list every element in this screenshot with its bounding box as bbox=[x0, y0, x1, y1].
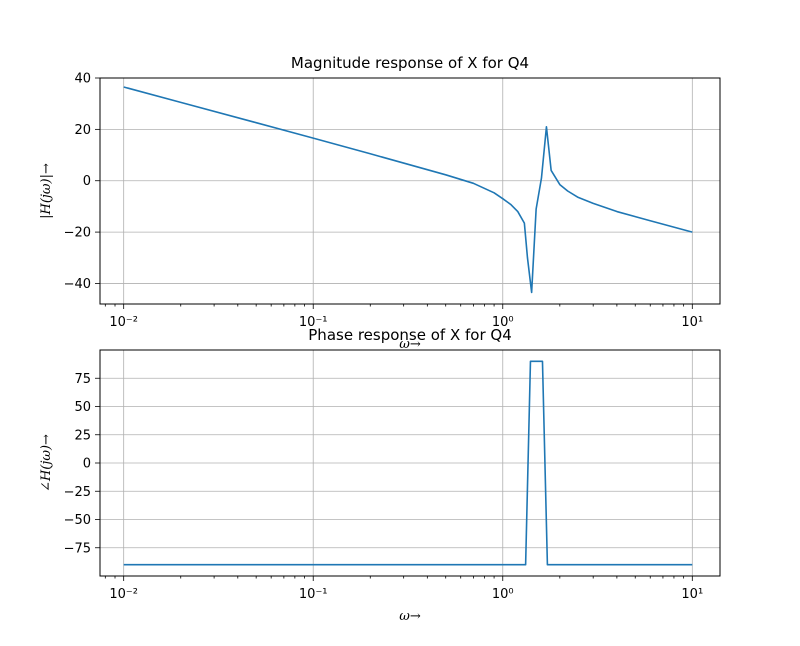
y-tick-label: −40 bbox=[64, 277, 91, 292]
magnitude-chart: 10⁻² 10⁻¹ 10⁰ 10¹ 40 20 0 −20 −40 Magnitude respo… bbox=[39, 54, 721, 352]
chart-title: Phase response of X for Q4 bbox=[308, 326, 511, 344]
y-tick-label: 50 bbox=[74, 400, 91, 415]
y-tick-label: 20 bbox=[74, 123, 91, 138]
y-tick-label: 75 bbox=[74, 372, 91, 387]
series-line bbox=[123, 86, 693, 294]
chart-title: Magnitude response of X for Q4 bbox=[291, 54, 529, 72]
y-axis-label: |H(jω)|→ bbox=[39, 163, 54, 219]
x-axis-label: ω→ bbox=[399, 337, 421, 352]
y-tick-label: −75 bbox=[64, 541, 91, 556]
x-tick-label: 10⁻¹ bbox=[299, 587, 328, 602]
x-tick-label: 10⁰ bbox=[492, 587, 514, 602]
y-tick-label: 0 bbox=[83, 457, 91, 472]
y-tick-label: 40 bbox=[74, 72, 91, 87]
plot-frame bbox=[99, 77, 721, 305]
x-tick-label: 10⁰ bbox=[492, 315, 514, 330]
x-tick-label: 10⁻¹ bbox=[299, 315, 328, 330]
y-tick-label: −25 bbox=[64, 485, 91, 500]
phase-chart: 10⁻² 10⁻¹ 10⁰ 10¹ 75 50 25 0 −25 −50 −75 Phase resp… bbox=[39, 326, 721, 624]
y-axis-label: ∠H(jω)→ bbox=[39, 434, 54, 492]
y-tick-label: −20 bbox=[64, 226, 91, 241]
series-line bbox=[123, 360, 693, 566]
y-tick-label: −50 bbox=[64, 513, 91, 528]
x-tick-label: 10⁻² bbox=[109, 587, 138, 602]
y-tick-label: 0 bbox=[83, 174, 91, 189]
x-tick-label: 10¹ bbox=[681, 587, 703, 602]
x-axis-label: ω→ bbox=[399, 609, 421, 624]
x-tick-label: 10¹ bbox=[681, 315, 703, 330]
x-tick-label: 10⁻² bbox=[109, 315, 138, 330]
y-tick-label: 25 bbox=[74, 428, 91, 443]
